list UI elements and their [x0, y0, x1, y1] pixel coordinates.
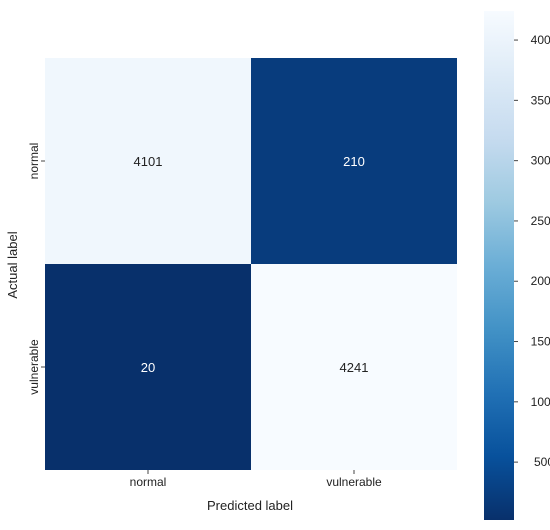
x-axis: normal vulnerable	[130, 470, 382, 489]
heatmap-cell	[45, 58, 251, 264]
heatmap-cell	[251, 264, 457, 470]
cell-value-label: 20	[141, 360, 155, 375]
colorbar-tick-label: 2500	[531, 214, 550, 228]
colorbar-tick-label: 1500	[531, 335, 550, 349]
x-axis-label: Predicted label	[207, 498, 293, 513]
colorbar-tick-label: 3000	[531, 154, 550, 168]
y-axis-label: Actual label	[5, 231, 20, 298]
cell-annotations: 4101 210 20 4241	[134, 154, 369, 375]
colorbar-tick-label: 3500	[531, 93, 550, 107]
cell-value-label: 210	[343, 154, 365, 169]
colorbar-tick-label: 2000	[531, 274, 550, 288]
heatmap-cell	[251, 58, 457, 264]
cell-value-label: 4241	[340, 360, 369, 375]
x-tick-label: normal	[130, 475, 167, 489]
heatmap-cells	[45, 58, 457, 470]
colorbar	[484, 11, 514, 520]
y-axis: normal vulnerable	[27, 143, 45, 395]
colorbar-tick-label: 4000	[531, 33, 550, 47]
y-tick-label: normal	[27, 143, 41, 180]
colorbar-tick-label: 500	[534, 455, 550, 469]
colorbar-ticks: 500 1000 1500 2000 2500 3000 3500 4000	[514, 33, 550, 469]
y-tick-label: vulnerable	[27, 339, 41, 395]
cell-value-label: 4101	[134, 154, 163, 169]
heatmap-cell	[45, 264, 251, 470]
x-tick-label: vulnerable	[326, 475, 382, 489]
colorbar-tick-label: 1000	[531, 395, 550, 409]
